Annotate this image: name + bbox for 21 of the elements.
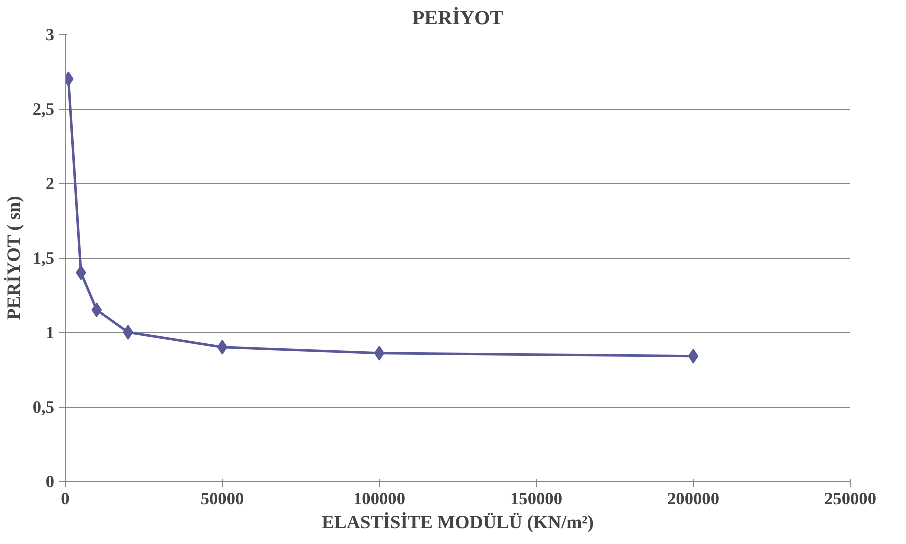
x-tick-label: 150000 [510, 490, 562, 508]
x-tick-label: 200000 [668, 490, 720, 508]
y-tick-label: 2 [46, 174, 55, 194]
y-axis-title: PERİYOT ( sn) [4, 196, 25, 320]
y-tick-label: 3 [46, 26, 55, 44]
y-tick-label: 2,5 [32, 100, 55, 119]
x-tick-label: 0 [61, 490, 70, 508]
y-tick-label: 0 [46, 472, 55, 492]
point [92, 302, 102, 318]
x-tick-label: 100000 [354, 490, 406, 508]
point [217, 340, 228, 355]
x-axis-title: ELASTİSİTE MODÜLÜ (KN/m²) [322, 512, 594, 534]
x-tick-label: 50000 [200, 490, 244, 508]
chart-title: PERİYOT [412, 6, 504, 30]
x-tick-label: 250000 [824, 490, 876, 508]
y-tick-label: 0,5 [32, 398, 55, 417]
y-tick-label: 1,5 [32, 249, 55, 268]
point [688, 348, 699, 364]
point [374, 346, 385, 361]
point [123, 325, 134, 340]
y-tick-label: 1 [46, 324, 55, 342]
